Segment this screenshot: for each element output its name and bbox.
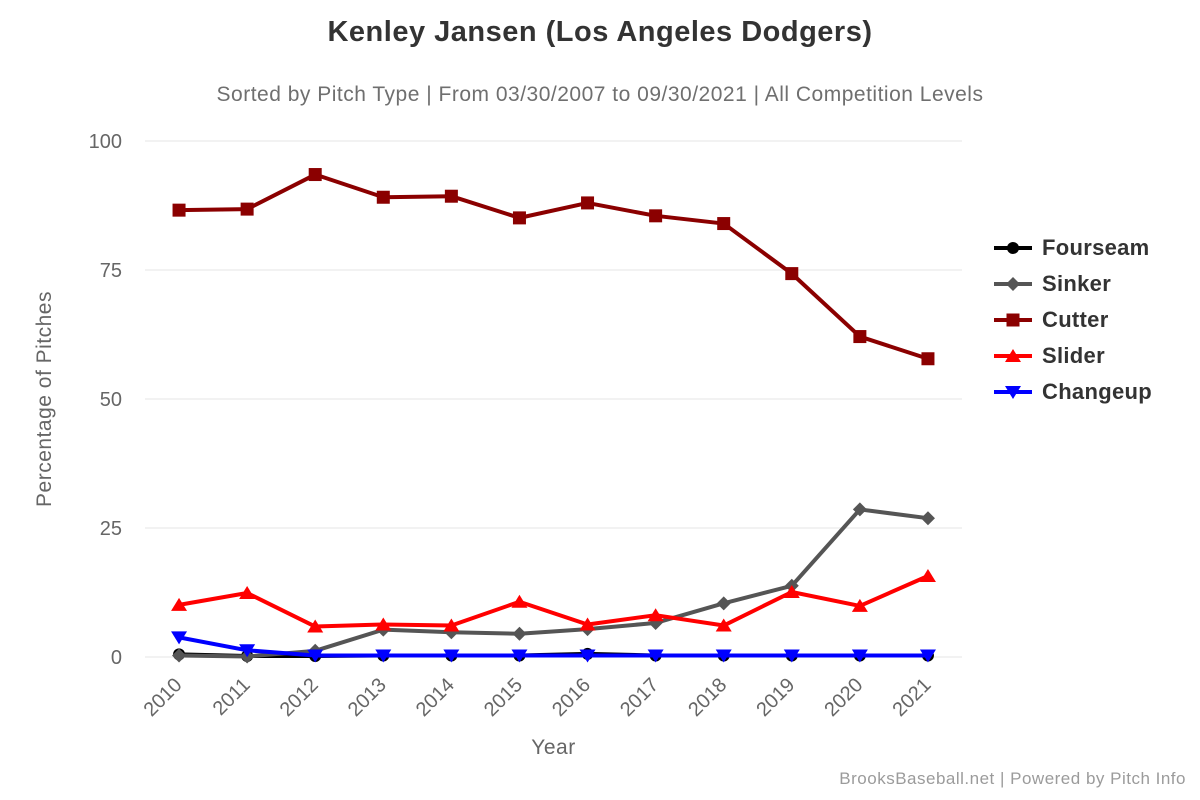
- y-tick-label: 50: [100, 389, 122, 411]
- x-tick-label: 2017: [616, 674, 663, 721]
- data-point-sinker: [920, 511, 935, 526]
- data-point-slider: [715, 618, 732, 632]
- diamond-legend-icon: [994, 277, 1032, 291]
- data-point-cutter: [581, 196, 595, 210]
- legend-label: Changeup: [1042, 379, 1152, 404]
- x-tick-label: 2020: [820, 674, 867, 721]
- data-point-changeup: [647, 649, 664, 663]
- data-point-slider: [375, 617, 392, 631]
- data-point-changeup: [715, 649, 732, 663]
- data-point-cutter: [785, 267, 799, 281]
- data-point-cutter: [376, 190, 390, 204]
- x-tick-label: 2011: [209, 674, 255, 720]
- data-point-sinker: [716, 596, 731, 611]
- series-sinker: [172, 502, 935, 664]
- legend-item-fourseam[interactable]: Fourseam: [992, 230, 1152, 266]
- legend-item-sinker[interactable]: Sinker: [992, 266, 1152, 302]
- triangle-up-legend-icon: [994, 349, 1032, 362]
- legend-label: Slider: [1042, 343, 1105, 368]
- data-point-cutter: [853, 330, 867, 344]
- legend-label: Sinker: [1042, 271, 1112, 296]
- data-point-slider: [919, 568, 936, 582]
- x-tick-label: 2016: [548, 674, 595, 721]
- data-point-changeup: [511, 649, 528, 663]
- data-point-slider: [239, 586, 256, 600]
- y-tick-label: 100: [89, 131, 122, 153]
- data-point-cutter: [717, 217, 731, 231]
- data-point-cutter: [649, 209, 663, 223]
- series-cutter: [172, 168, 935, 366]
- data-point-slider: [171, 597, 188, 611]
- legend-item-cutter[interactable]: Cutter: [992, 302, 1152, 338]
- data-point-changeup: [239, 644, 256, 658]
- legend: Fourseam Sinker Cutter Slider Changeup: [992, 230, 1152, 410]
- legend-label: Cutter: [1042, 307, 1109, 332]
- x-tick-label: 2010: [140, 674, 187, 721]
- chart-title: Kenley Jansen (Los Angeles Dodgers): [327, 16, 873, 48]
- x-tick-label: 2021: [888, 674, 935, 721]
- x-tick-label: 2019: [752, 674, 799, 721]
- data-point-changeup: [851, 649, 868, 663]
- data-point-cutter: [172, 203, 186, 217]
- data-point-slider: [851, 598, 868, 612]
- data-point-slider: [783, 584, 800, 598]
- y-tick-label: 75: [100, 260, 122, 282]
- circle-legend-icon: [994, 242, 1032, 254]
- triangle-down-legend-icon: [994, 386, 1032, 399]
- data-point-slider: [647, 608, 664, 622]
- x-tick-label: 2018: [684, 674, 731, 721]
- series-changeup: [171, 631, 936, 663]
- data-point-slider: [443, 618, 460, 632]
- data-point-slider: [579, 617, 596, 631]
- y-axis-title: Percentage of Pitches: [33, 291, 56, 507]
- y-tick-label: 0: [111, 647, 122, 669]
- data-point-changeup: [579, 649, 596, 663]
- legend-item-changeup[interactable]: Changeup: [992, 374, 1152, 410]
- chart-subtitle: Sorted by Pitch Type | From 03/30/2007 t…: [216, 83, 984, 106]
- data-point-changeup: [783, 649, 800, 663]
- series-slider: [171, 568, 936, 633]
- data-point-changeup: [375, 649, 392, 663]
- data-point-cutter: [444, 189, 458, 203]
- data-point-changeup: [919, 649, 936, 663]
- data-point-changeup: [307, 649, 324, 663]
- x-tick-label: 2014: [412, 674, 459, 721]
- data-point-sinker: [852, 502, 867, 517]
- data-point-cutter: [512, 211, 526, 225]
- y-tick-label: 25: [100, 518, 122, 540]
- square-legend-icon: [994, 313, 1032, 327]
- x-tick-label: 2012: [276, 674, 323, 721]
- legend-label: Fourseam: [1042, 235, 1150, 260]
- data-point-cutter: [921, 352, 935, 366]
- x-axis-title: Year: [531, 736, 576, 759]
- legend-item-slider[interactable]: Slider: [992, 338, 1152, 374]
- data-point-cutter: [240, 202, 254, 216]
- data-point-slider: [511, 594, 528, 608]
- data-point-slider: [307, 619, 324, 633]
- footer-credit: BrooksBaseball.net | Powered by Pitch In…: [839, 769, 1186, 788]
- x-tick-label: 2013: [344, 674, 391, 721]
- data-point-sinker: [512, 626, 527, 641]
- data-point-changeup: [443, 649, 460, 663]
- data-point-sinker: [172, 648, 187, 663]
- x-tick-label: 2015: [480, 674, 527, 721]
- data-point-changeup: [171, 631, 188, 645]
- data-point-cutter: [308, 168, 322, 182]
